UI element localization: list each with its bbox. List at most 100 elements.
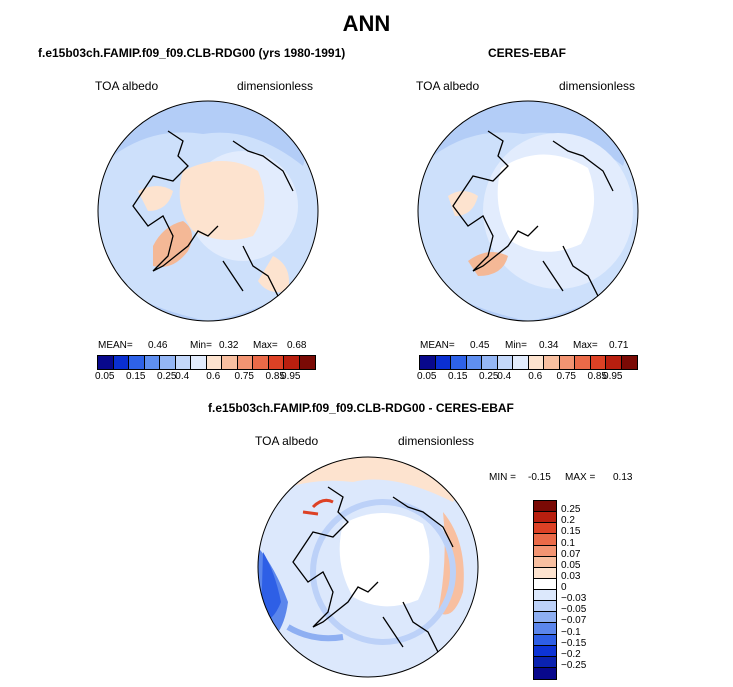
panel1-min-value: 0.32 bbox=[219, 340, 239, 351]
panel1-mean-label: MEAN= bbox=[98, 340, 133, 351]
colorbar-tick-label: 0.6 bbox=[528, 371, 543, 382]
panel3-variable-label: TOA albedo bbox=[255, 434, 319, 448]
colorbar-swatch bbox=[144, 356, 160, 369]
colorbar-tick-label: 0.25 bbox=[561, 504, 581, 516]
panel1-scandinavia-field bbox=[258, 256, 289, 293]
colorbar-swatch bbox=[534, 523, 556, 535]
colorbar-tick-label: 0.1 bbox=[561, 537, 575, 549]
panel1-archipelago-field bbox=[138, 186, 173, 211]
colorbar-tick-label: 0.05 bbox=[417, 371, 437, 382]
colorbar-swatch bbox=[534, 601, 556, 613]
colorbar-tick-label: −0.05 bbox=[561, 604, 587, 616]
panel2-max-value: 0.71 bbox=[609, 340, 629, 351]
panel2-mean-label: MEAN= bbox=[420, 340, 455, 351]
panel3-west-strong-negative bbox=[261, 552, 281, 622]
figure-title: ANN bbox=[342, 11, 391, 36]
colorbar-swatch bbox=[253, 356, 269, 369]
colorbar-tick-label: 0.4 bbox=[175, 371, 190, 382]
colorbar-swatch bbox=[575, 356, 591, 369]
panel1-polar-map bbox=[97, 100, 319, 322]
colorbar-swatch bbox=[206, 356, 222, 369]
colorbar-swatch bbox=[113, 356, 129, 369]
colorbar-swatch bbox=[534, 567, 556, 579]
colorbar-tick-label: 0 bbox=[561, 582, 567, 593]
colorbar-swatch bbox=[160, 356, 176, 369]
colorbar-swatch bbox=[534, 545, 556, 557]
panel3-title: f.e15b03ch.FAMIP.f09_f09.CLB-RDG00 - CER… bbox=[208, 401, 514, 415]
colorbar-tick-label: 0.95 bbox=[603, 371, 623, 382]
panel1-units-label: dimensionless bbox=[237, 79, 314, 93]
panel3-max-value: 0.13 bbox=[613, 472, 633, 483]
colorbar-swatch bbox=[284, 356, 300, 369]
colorbar-tick-label: 0.05 bbox=[561, 559, 581, 571]
colorbar-swatch bbox=[534, 667, 556, 679]
panel3-min-label: MIN = bbox=[489, 472, 516, 483]
colorbar-swatch bbox=[129, 356, 145, 369]
panel1-title: f.e15b03ch.FAMIP.f09_f09.CLB-RDG00 (yrs … bbox=[38, 46, 346, 60]
colorbar-swatch bbox=[606, 356, 622, 369]
panel1-max-label: Max= bbox=[253, 340, 278, 351]
panel3-colorbar bbox=[533, 500, 557, 680]
colorbar-tick-label: −0.03 bbox=[561, 593, 587, 605]
colorbar-swatch bbox=[534, 645, 556, 657]
colorbar-swatch bbox=[98, 356, 114, 369]
colorbar-tick-label: 0.6 bbox=[206, 371, 221, 382]
colorbar-swatch bbox=[268, 356, 284, 369]
panel1-max-value: 0.68 bbox=[287, 340, 307, 351]
colorbar-tick-label: 0.75 bbox=[556, 371, 576, 382]
colorbar-swatch bbox=[544, 356, 560, 369]
colorbar-tick-label: −0.2 bbox=[561, 648, 581, 660]
panel2-polar-map bbox=[417, 100, 639, 322]
panel3-max-label: MAX = bbox=[565, 472, 596, 483]
colorbar-tick-label: −0.07 bbox=[561, 615, 587, 627]
colorbar-swatch bbox=[534, 612, 556, 624]
panel2-min-label: Min= bbox=[505, 340, 527, 351]
panel3-positive-streaks bbox=[302, 498, 334, 516]
panel2-colorbar bbox=[419, 355, 638, 370]
panel2-coastlines bbox=[452, 130, 614, 312]
colorbar-swatch bbox=[534, 512, 556, 524]
colorbar-swatch bbox=[482, 356, 498, 369]
colorbar-swatch bbox=[497, 356, 513, 369]
colorbar-tick-label: 0.75 bbox=[234, 371, 254, 382]
colorbar-swatch bbox=[420, 356, 436, 369]
panel2-title: CERES-EBAF bbox=[488, 46, 567, 60]
colorbar-swatch bbox=[590, 356, 606, 369]
colorbar-tick-label: 0.4 bbox=[497, 371, 512, 382]
colorbar-tick-label: 0.15 bbox=[561, 526, 581, 538]
colorbar-tick-label: 0.05 bbox=[95, 371, 115, 382]
panel2-variable-label: TOA albedo bbox=[416, 79, 480, 93]
panel2-polar-no-data bbox=[497, 154, 595, 252]
colorbar-swatch bbox=[534, 623, 556, 635]
panel2-mean-value: 0.45 bbox=[470, 340, 490, 351]
colorbar-tick-label: −0.1 bbox=[561, 626, 581, 638]
panel1-colorbar bbox=[97, 355, 316, 370]
colorbar-swatch bbox=[534, 534, 556, 546]
panel3-polar-map bbox=[257, 456, 479, 678]
panel3-ring-negative bbox=[310, 499, 456, 645]
panel2-max-label: Max= bbox=[573, 340, 598, 351]
panel1-mean-value: 0.46 bbox=[148, 340, 168, 351]
panel3-south-negative bbox=[286, 624, 344, 642]
panel1-map-border bbox=[97, 100, 319, 322]
panel3-min-value: -0.15 bbox=[528, 472, 551, 483]
colorbar-tick-label: 0.15 bbox=[126, 371, 146, 382]
colorbar-swatch bbox=[534, 556, 556, 568]
panel2-map-border bbox=[417, 100, 639, 322]
colorbar-swatch bbox=[191, 356, 207, 369]
colorbar-tick-label: 0.03 bbox=[561, 570, 581, 582]
colorbar-swatch bbox=[534, 578, 556, 590]
panel3-map-border bbox=[257, 456, 479, 678]
panel2-units-label: dimensionless bbox=[559, 79, 636, 93]
colorbar-tick-label: −0.25 bbox=[561, 659, 587, 671]
colorbar-swatch bbox=[222, 356, 238, 369]
panel1-variable-label: TOA albedo bbox=[95, 79, 159, 93]
colorbar-swatch bbox=[513, 356, 529, 369]
colorbar-swatch bbox=[621, 356, 637, 369]
panel1-arctic-field bbox=[179, 161, 265, 240]
panel3-units-label: dimensionless bbox=[398, 434, 475, 448]
colorbar-tick-label: 0.85 bbox=[265, 371, 285, 382]
panel3-coastlines bbox=[292, 486, 454, 668]
colorbar-swatch bbox=[534, 590, 556, 602]
panel1-coastlines bbox=[132, 130, 294, 312]
